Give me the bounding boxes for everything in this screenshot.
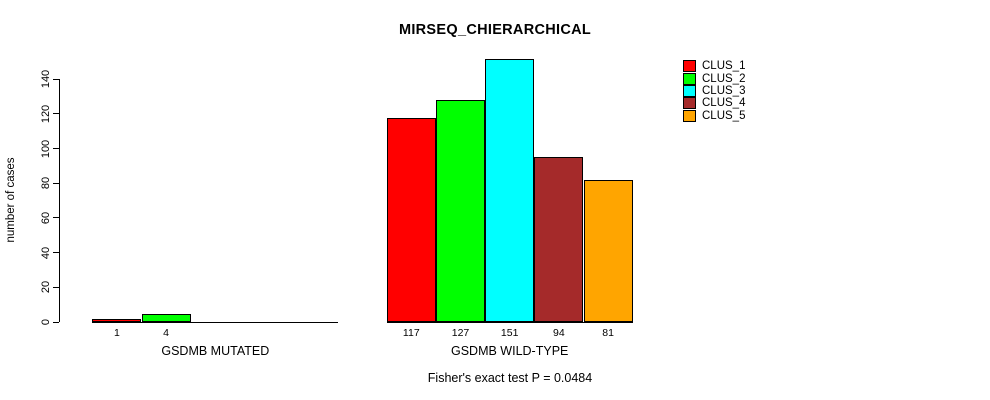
legend-label: CLUS_3 [702,84,746,97]
y-axis-line [59,78,60,323]
bar [435,100,486,323]
y-tick-label: 20 [40,281,52,294]
legend-label: CLUS_1 [702,60,746,73]
y-tick-label: 100 [40,139,52,158]
legend-swatch-icon [683,109,696,122]
bar-value-label: 1 [113,327,120,339]
chart-title: MIRSEQ_CHIERARCHICAL [398,22,592,38]
bar-value-label: 127 [451,327,470,339]
y-tick [53,148,59,149]
annotation-text: Fisher's exact test P = 0.0484 [427,371,593,385]
y-tick [53,252,59,254]
legend-label: CLUS_2 [702,72,746,85]
y-tick-label: 80 [40,177,52,190]
bar [583,179,633,323]
y-tick-label: 140 [40,69,52,89]
legend-swatch-icon [683,60,696,73]
y-tick-label: 120 [40,104,52,123]
y-tick-label: 60 [40,211,52,225]
y-tick [53,286,59,288]
legend-row: CLUS_1 [683,60,746,73]
y-tick [53,113,59,115]
bar [386,117,436,323]
legend-label: CLUS_5 [702,109,746,122]
legend: CLUS_1 CLUS_2 CLUS_3 CLUS_4 CLUS_5 [683,60,745,122]
group-axis-label: GSDMB WILD-TYPE [451,344,569,358]
bar-value-label: 151 [500,327,519,339]
legend-row: CLUS_2 [683,72,746,85]
legend-swatch-icon [683,72,696,85]
legend-label: CLUS_4 [702,97,746,110]
legend-row: CLUS_3 [683,84,746,97]
legend-row: CLUS_4 [683,97,746,110]
bar-value-label: 4 [163,327,170,339]
bar [141,313,191,323]
bar [92,318,142,323]
y-tick-label: 40 [40,246,52,259]
bar [485,58,535,323]
legend-swatch-icon [683,97,696,110]
legend-swatch-icon [683,84,696,97]
y-tick [53,321,59,323]
legend-row: CLUS_5 [683,109,746,122]
group-axis-label: GSDMB MUTATED [161,344,270,358]
bar-value-label: 94 [553,327,565,339]
y-tick [53,78,59,80]
y-tick [53,217,59,219]
bar [534,157,584,323]
group-baseline [92,321,339,323]
bar-value-label: 81 [602,327,614,339]
y-tick [53,182,59,184]
bar-value-label: 117 [402,327,420,339]
y-tick-label: 0 [40,318,52,326]
y-axis-label: number of cases [5,157,17,243]
